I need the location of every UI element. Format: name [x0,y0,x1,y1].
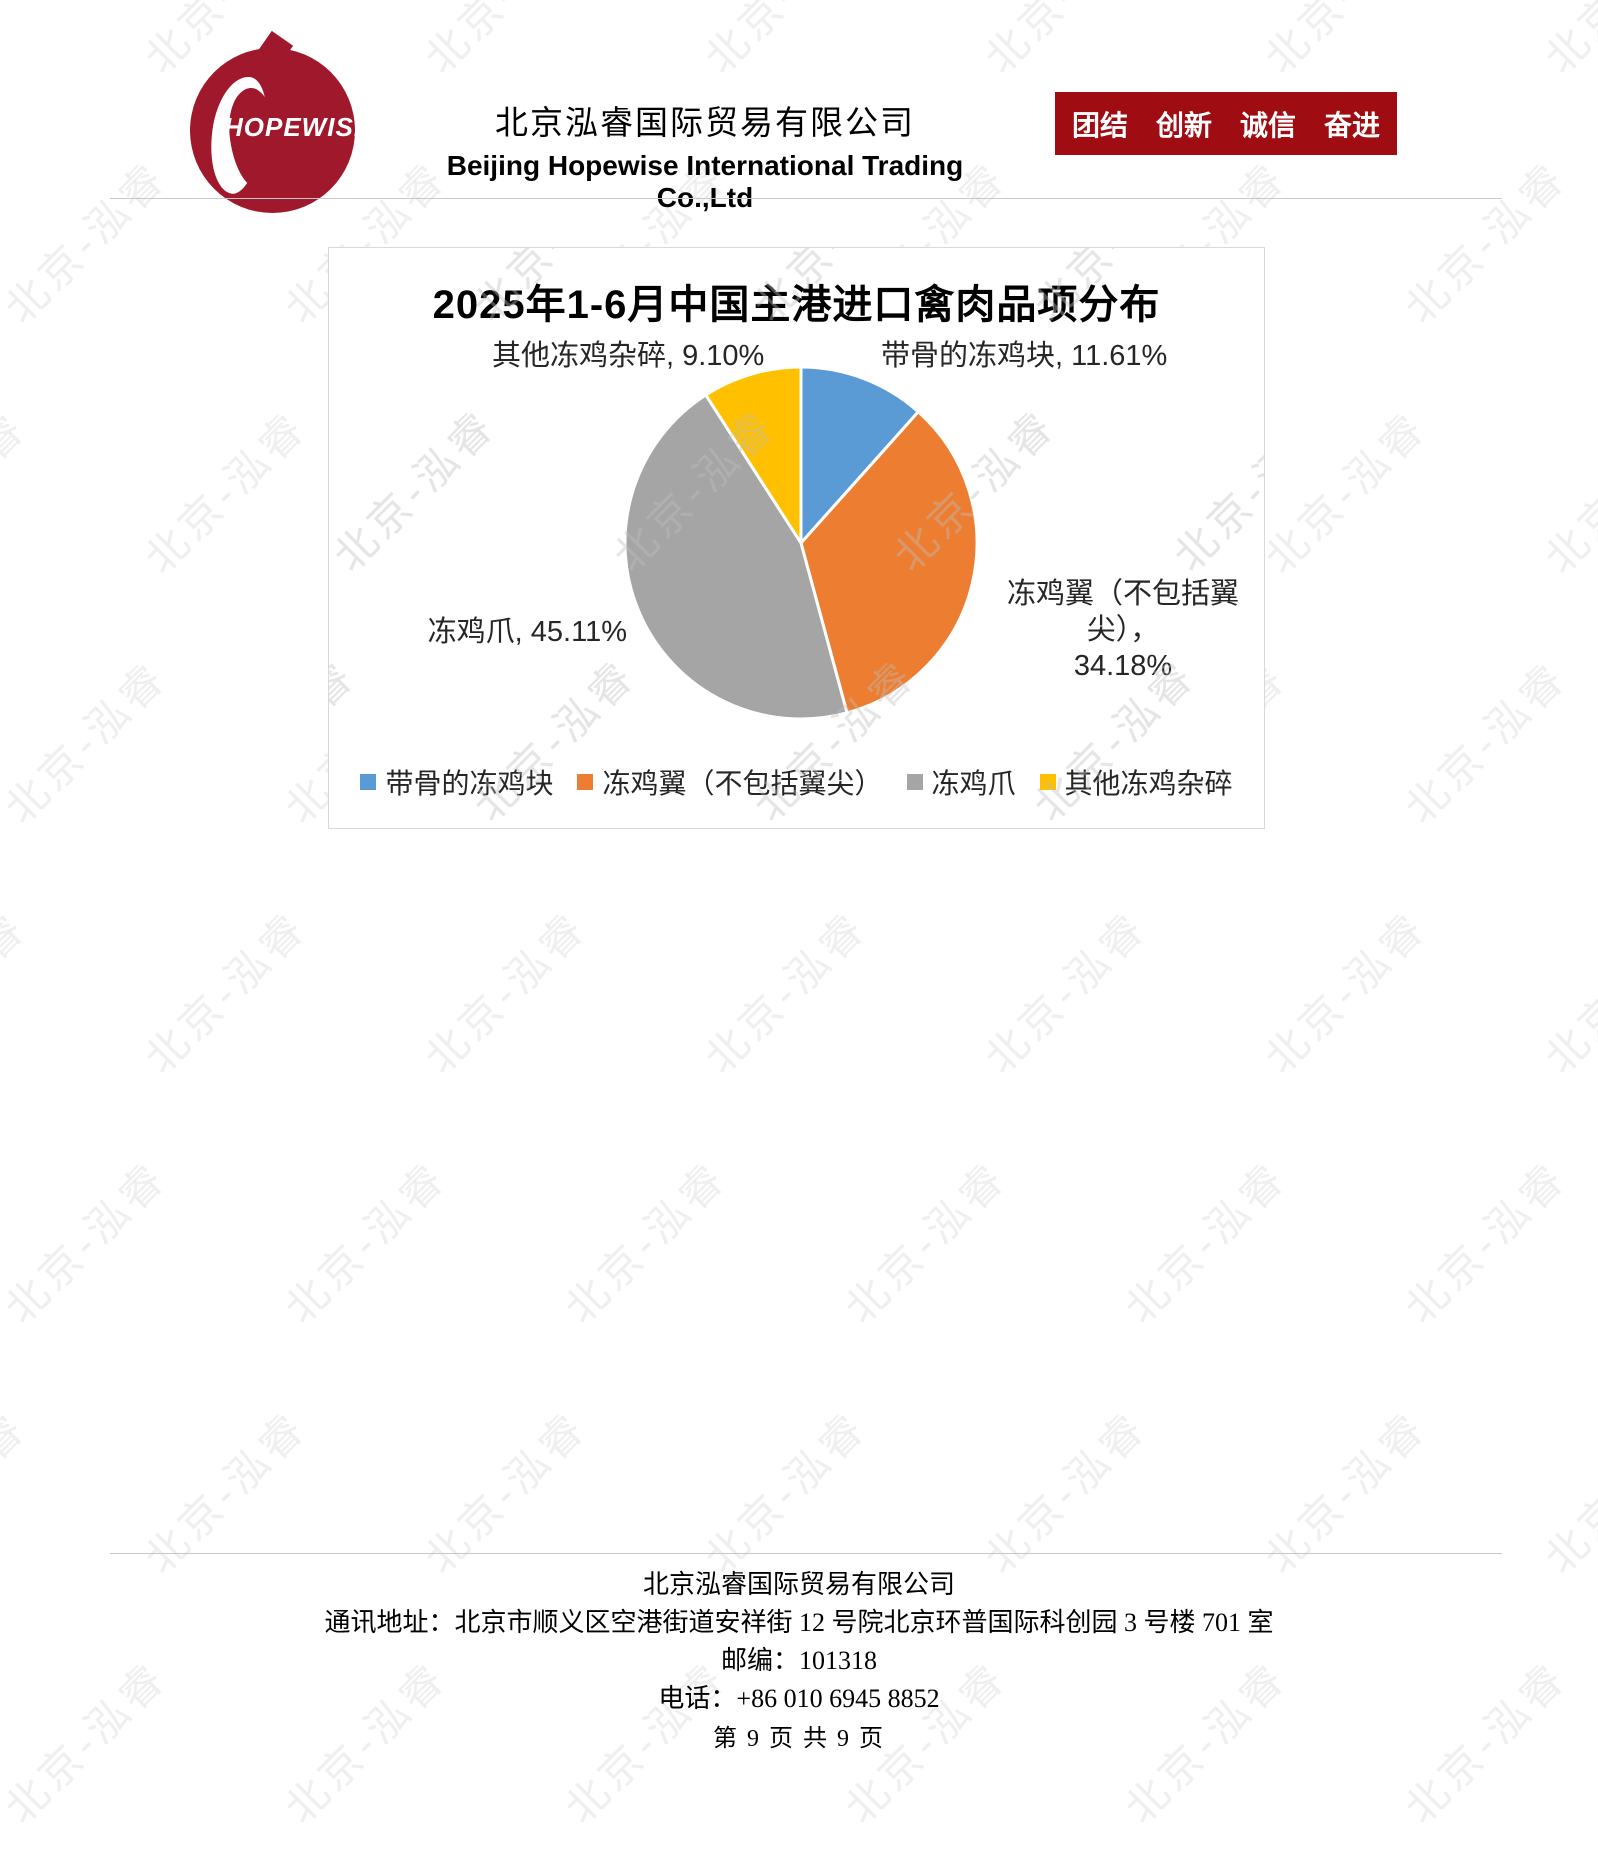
legend-item-frozen-chicken-feet: 冻鸡爪 [906,762,1016,802]
chart-legend: 带骨的冻鸡块 冻鸡翼（不包括翼尖） 冻鸡爪 其他冻鸡杂碎 [329,762,1264,802]
watermark-text: 北京-泓睿 [1115,1152,1296,1333]
legend-item-other-frozen-chicken-offal: 其他冻鸡杂碎 [1039,762,1233,802]
hopewise-logo: HOPEWISE [190,48,355,213]
label-frozen-chicken-wings-line2: 34.18% [1073,650,1173,682]
watermark-text: 北京-泓睿 [689,0,879,85]
watermark-text: 北京-泓睿 [1395,152,1576,333]
pie-slice-3 [704,365,803,545]
watermark-text: 北京-泓睿 [1529,0,1598,85]
legend-label: 冻鸡爪 [931,768,1016,799]
label-other-frozen-chicken-offal: 其他冻鸡杂碎, 9.10% [492,340,765,372]
watermark-text: 北京-泓睿 [0,1402,36,1583]
watermark-text: 北京-泓睿 [409,0,599,85]
watermark-text: 北京-泓睿 [1535,402,1598,583]
watermark-text: 北京-泓睿 [555,1152,736,1333]
footer-divider [110,1553,1502,1554]
watermark-text: 北京-泓睿 [415,902,596,1083]
watermark-text: 北京-泓睿 [695,1402,876,1583]
legend-item-frozen-chicken-wings: 冻鸡翼（不包括翼尖） [577,762,883,802]
label-frozen-chicken-wings-line1: 冻鸡翼（不包括翼尖）， [1006,578,1239,646]
watermark-text: 北京-泓睿 [1255,902,1436,1083]
watermark-text: 北京-泓睿 [415,1402,596,1583]
watermark-text: 北京-泓睿 [0,402,36,583]
watermark-text: 北京-泓睿 [135,1402,316,1583]
legend-item-bone-in-frozen-chicken-cuts: 带骨的冻鸡块 [360,762,553,802]
label-frozen-chicken-feet: 冻鸡爪, 45.11% [427,616,627,648]
watermark-text: 北京-泓睿 [1255,1402,1436,1583]
watermark-text: 北京-泓睿 [1249,0,1439,85]
pie-chart [623,365,979,721]
watermark-text: 北京-泓睿 [1535,902,1598,1083]
logo-wordmark: HOPEWISE [224,112,355,142]
footer-postcode: 邮编：101318 [720,1646,877,1675]
watermark-text: 北京-泓睿 [1395,1152,1576,1333]
legend-label: 其他冻鸡杂碎 [1064,768,1233,799]
watermark-text: 北京-泓睿 [1164,400,1264,581]
pie-slice-0 [799,365,920,545]
legend-swatch-orange [577,774,594,790]
watermark-text: 北京-泓睿 [969,0,1159,85]
watermark-text: 北京-泓睿 [0,0,38,85]
page-number: 第 9 页 共 9 页 [713,1726,885,1752]
company-name-block: 北京泓睿国际贸易有限公司 Beijing Hopewise Internatio… [400,96,1010,214]
watermark-text: 北京-泓睿 [0,1152,176,1333]
watermark-text: 北京-泓睿 [835,1152,1016,1333]
page-footer: 北京泓睿国际贸易有限公司 通讯地址：北京市顺义区空港街道安祥街 12 号院北京环… [0,1566,1598,1758]
footer-phone: 电话：+86 010 6945 8852 [658,1684,940,1713]
watermark-text: 北京-泓睿 [975,1402,1156,1583]
company-name-cn: 北京泓睿国际贸易有限公司 [495,106,915,142]
footer-company: 北京泓睿国际贸易有限公司 [642,1570,955,1599]
header-divider [110,198,1502,199]
legend-label: 带骨的冻鸡块 [385,768,554,799]
footer-address: 通讯地址：北京市顺义区空港街道安祥街 12 号院北京环普国际科创园 3 号楼 7… [324,1608,1274,1637]
legend-label: 冻鸡翼（不包括翼尖） [602,768,883,799]
watermark-text: 北京-泓睿 [329,400,505,581]
label-frozen-chicken-wings: 冻鸡翼（不包括翼尖）， 34.18% [977,576,1264,684]
legend-swatch-gray [906,774,923,790]
pie-chart-panel: 2025年1-6月中国主港进口禽肉品项分布 其他冻鸡杂碎, 9.10% 带骨的冻… [328,247,1265,829]
watermark-text: 北京-泓睿 [1255,402,1436,583]
watermark-text: 北京-泓睿 [1535,1402,1598,1583]
pie-slice-1 [799,410,979,715]
watermark-text: 北京-泓睿 [135,902,316,1083]
watermark-text: 北京-泓睿 [135,402,316,583]
watermark-text: 北京-泓睿 [695,902,876,1083]
pie-slice-2 [623,393,849,721]
legend-swatch-yellow [1039,774,1056,790]
company-name-en: Beijing Hopewise International Trading C… [446,150,964,213]
watermark-text: 北京-泓睿 [0,902,36,1083]
label-bone-in-frozen-chicken-cuts: 带骨的冻鸡块, 11.61% [881,340,1168,372]
watermark-text: 北京-泓睿 [0,152,176,333]
watermark-text: 北京-泓睿 [975,902,1156,1083]
legend-swatch-blue [360,774,377,790]
watermark-text: 北京-泓睿 [0,652,176,833]
slogan-banner: 团结 创新 诚信 奋进 [1055,92,1397,155]
chart-title: 2025年1-6月中国主港进口禽肉品项分布 [432,283,1161,327]
watermark-text: 北京-泓睿 [1395,652,1576,833]
watermark-text: 北京-泓睿 [275,1152,456,1333]
